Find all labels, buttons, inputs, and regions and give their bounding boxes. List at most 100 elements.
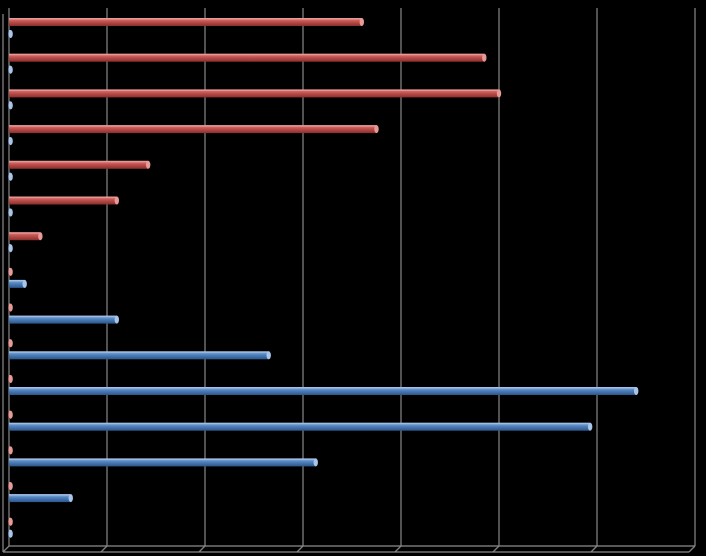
bar-body — [9, 494, 71, 503]
bar-highlight — [9, 53, 485, 56]
bar-end-cap — [114, 196, 120, 205]
bar-8-series-2 — [9, 279, 27, 288]
bar-body — [9, 279, 25, 288]
bar-highlight — [9, 279, 25, 282]
bar-end-cap — [8, 303, 13, 312]
bar-highlight — [9, 196, 117, 199]
bar-highlight — [9, 494, 71, 496]
bar-body — [9, 458, 316, 467]
bar-body — [9, 89, 499, 98]
axes — [2, 14, 695, 553]
gridline-foot-0 — [2, 545, 10, 553]
bar-15-series-2 — [8, 529, 13, 538]
bar-end-cap — [313, 458, 318, 467]
bar-13-series-1 — [8, 446, 13, 455]
bar-7-series-2 — [8, 244, 13, 253]
bar-body — [9, 387, 637, 395]
bar-end-cap — [8, 30, 13, 38]
bar-body — [9, 422, 591, 431]
bar-body — [9, 53, 485, 62]
bar-highlight — [9, 89, 499, 91]
bar-end-cap — [8, 339, 13, 348]
bar-end-cap — [68, 494, 73, 503]
gridlines — [2, 8, 696, 553]
bar-highlight — [9, 387, 637, 389]
bar-1-series-1 — [9, 18, 364, 26]
gridline-foot-2 — [198, 545, 206, 553]
bar-end-cap — [8, 517, 13, 526]
gridline-foot-6 — [590, 545, 598, 553]
gridline-foot-1 — [100, 545, 108, 553]
bar-highlight — [9, 125, 377, 127]
bar-end-cap — [8, 244, 13, 253]
bar-end-cap — [8, 208, 13, 217]
gridline-foot-3 — [296, 545, 304, 553]
bar-end-cap — [8, 101, 13, 110]
bar-end-cap — [374, 125, 379, 134]
bar-end-cap — [8, 446, 13, 455]
bar-highlight — [9, 160, 149, 163]
gridline-foot-7 — [688, 545, 696, 553]
bar-highlight — [9, 315, 117, 318]
bar-body — [9, 351, 269, 360]
bar-end-cap — [8, 267, 13, 276]
bar-12-series-1 — [8, 410, 13, 419]
gridline-foot-5 — [492, 545, 500, 553]
bar-highlight — [9, 422, 591, 425]
bar-2-series-2 — [8, 65, 13, 74]
bar-11-series-1 — [8, 375, 13, 383]
bar-end-cap — [38, 232, 43, 241]
bars — [8, 18, 639, 538]
bar-14-series-2 — [9, 494, 73, 503]
bar-highlight — [9, 458, 316, 460]
bar-end-cap — [8, 137, 13, 146]
bar-14-series-1 — [8, 482, 13, 491]
bar-4-series-2 — [8, 137, 13, 146]
bar-3-series-2 — [8, 101, 13, 110]
bar-10-series-1 — [8, 339, 13, 348]
bar-13-series-2 — [9, 458, 318, 467]
bar-12-series-2 — [9, 422, 593, 431]
bar-end-cap — [634, 387, 639, 395]
bar-end-cap — [22, 279, 27, 288]
bar-6-series-1 — [9, 196, 120, 205]
bar-15-series-1 — [8, 517, 13, 526]
bar-4-series-1 — [9, 125, 379, 134]
bar-highlight — [9, 232, 41, 234]
bar-9-series-2 — [9, 315, 120, 324]
bar-end-cap — [587, 422, 593, 431]
bar-9-series-1 — [8, 303, 13, 312]
bar-end-cap — [114, 315, 120, 324]
bar-7-series-1 — [9, 232, 43, 241]
bar-body — [9, 125, 377, 134]
bar-end-cap — [8, 482, 13, 491]
bar-2-series-1 — [9, 53, 487, 62]
bar-body — [9, 160, 149, 169]
bar-end-cap — [359, 18, 364, 26]
bar-end-cap — [8, 410, 13, 419]
bar-body — [9, 315, 117, 324]
bar-11-series-2 — [9, 387, 639, 395]
bar-end-cap — [145, 160, 151, 169]
bar-6-series-2 — [8, 208, 13, 217]
bar-body — [9, 196, 117, 205]
gridline-foot-4 — [394, 545, 402, 553]
bar-5-series-1 — [9, 160, 151, 169]
bar-end-cap — [8, 375, 13, 383]
bar-body — [9, 18, 362, 26]
bar-end-cap — [266, 351, 271, 360]
bar-end-cap — [496, 89, 502, 98]
bar-highlight — [9, 18, 362, 20]
bar-1-series-2 — [8, 30, 13, 38]
bar-end-cap — [8, 172, 13, 181]
bar-10-series-2 — [9, 351, 271, 360]
bar-end-cap — [8, 529, 13, 538]
bar-5-series-2 — [8, 172, 13, 181]
bar-8-series-1 — [8, 267, 13, 276]
bar-highlight — [9, 351, 269, 353]
bar-3-series-1 — [9, 89, 502, 98]
bar-body — [9, 232, 41, 241]
bar-end-cap — [482, 53, 487, 62]
